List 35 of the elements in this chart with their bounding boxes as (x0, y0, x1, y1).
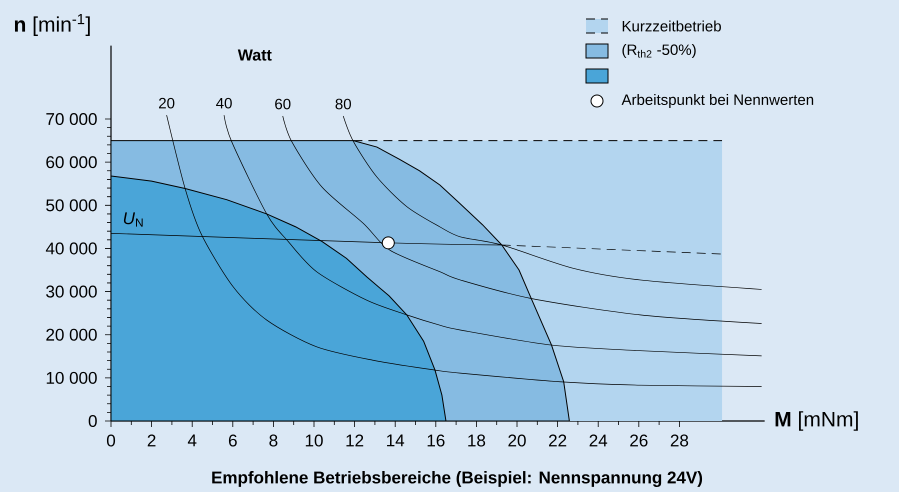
y-tick-label: 30 000 (46, 286, 97, 298)
y-tick-label: 10 000 (46, 372, 97, 384)
x-tick-label: 6 (228, 434, 237, 447)
legend-label: (R$_{th2}$ -50%) (622, 44, 696, 58)
y-tick-label: 50 000 (46, 199, 97, 212)
series-label: 80 (336, 98, 351, 110)
x-tick-label: 22 (549, 434, 566, 446)
y-tick-label: 60 000 (46, 156, 97, 168)
x-tick-label: 28 (670, 434, 688, 447)
x-tick-label: 24 (590, 434, 608, 446)
y-tick-label: 20 000 (46, 328, 97, 341)
series-label: 60 (275, 98, 290, 110)
x-tick-label: 16 (428, 434, 445, 447)
x-tick-label: 12 (346, 434, 364, 446)
x-tick-label: 20 (508, 434, 526, 447)
y-tick-label: 0 (88, 414, 97, 428)
series-label: 40 (216, 98, 232, 108)
series-label: 20 (159, 98, 174, 108)
legend-label: Arbeitspunkt bei Nennwerten (622, 94, 814, 108)
y-tick-label: 40 000 (46, 242, 97, 254)
legend-label: Kurzzeitbetrieb (622, 20, 721, 32)
x-tick-label: 4 (188, 434, 196, 446)
x-axis-title: M [mNm] (776, 411, 858, 431)
x-tick-label: 18 (468, 434, 486, 447)
annotation: Watt (238, 49, 272, 61)
x-tick-label: 8 (269, 434, 278, 447)
y-tick-label: 70 000 (46, 112, 97, 126)
x-tick-label: 2 (148, 434, 156, 446)
x-tick-label: 14 (387, 434, 404, 446)
text: Empfohlene Betriebsbereiche (Beispiel: Nennspannung 24V) (212, 471, 702, 487)
x-tick-label: 10 (306, 434, 323, 447)
x-tick-label: 26 (630, 434, 648, 447)
series-label: U$_{N}$ (124, 212, 143, 227)
y-axis-title: n [min$^{-1}$] (14, 14, 90, 36)
x-tick-label: 0 (106, 434, 116, 447)
